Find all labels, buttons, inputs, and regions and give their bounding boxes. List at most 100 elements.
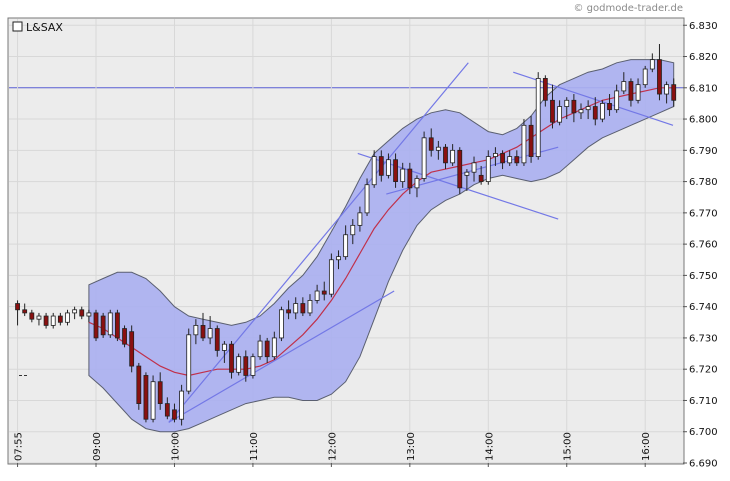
- candle-body: [664, 84, 669, 95]
- candle-body: [357, 212, 363, 226]
- candle: [72, 306, 78, 320]
- candle: [635, 78, 641, 104]
- candle: [364, 178, 370, 216]
- candle-body: [485, 156, 491, 182]
- candle-body: [607, 103, 612, 111]
- candle: [93, 309, 99, 342]
- candle: [649, 53, 655, 73]
- candle-body: [86, 312, 92, 317]
- candle: [478, 165, 484, 185]
- candle-body: [350, 224, 356, 236]
- candle: [407, 162, 413, 195]
- candle: [57, 312, 63, 326]
- candle-body: [400, 168, 406, 182]
- candle: [464, 169, 470, 191]
- candle: [257, 334, 263, 360]
- y-tick-label: 6.710: [689, 396, 718, 407]
- candle: [143, 372, 149, 423]
- candle-body: [250, 356, 256, 376]
- candle: [493, 147, 498, 166]
- candle: [150, 375, 156, 423]
- candle: [550, 84, 555, 129]
- candle-body: [300, 303, 306, 314]
- candle-body: [507, 156, 513, 164]
- x-tick-label: 09:00: [92, 432, 103, 461]
- candle: [229, 341, 234, 379]
- x-tick-label: 10:00: [170, 432, 181, 461]
- candle: [129, 325, 135, 373]
- y-tick-label: 6.750: [689, 271, 718, 282]
- candle: [435, 140, 441, 160]
- x-tick-label: 14:00: [484, 432, 495, 461]
- y-tick-label: 6.830: [689, 21, 718, 32]
- candle-body: [236, 356, 242, 373]
- candle-body: [143, 375, 149, 420]
- candle-body: [571, 99, 577, 114]
- candle: [578, 103, 584, 120]
- candle: [357, 206, 363, 232]
- candle: [343, 225, 349, 260]
- candle-body: [642, 68, 648, 86]
- candle-body: [307, 300, 313, 314]
- candle-body: [36, 315, 42, 320]
- legend: L&SAX: [12, 21, 63, 34]
- candle-body: [100, 315, 106, 336]
- candle-body: [471, 162, 477, 173]
- x-tick-label: 11:00: [249, 432, 260, 461]
- candle-body: [264, 340, 270, 358]
- candle: [207, 316, 213, 345]
- y-axis: 6.830 6.820 6.810 6.800 6.790 6.780 6.770 6.760…: [683, 21, 718, 470]
- candle: [286, 300, 291, 320]
- candle: [500, 150, 505, 170]
- candle: [528, 115, 534, 163]
- candle-body: [243, 356, 249, 376]
- candle: [350, 219, 356, 245]
- candle-body: [122, 328, 127, 345]
- candle-body: [79, 309, 85, 317]
- candle: [521, 119, 527, 166]
- candle-body: [557, 106, 563, 123]
- candle: [671, 78, 677, 107]
- candle-body: [107, 312, 113, 336]
- y-tick-label: 6.690: [689, 459, 718, 470]
- candle-body: [649, 59, 655, 70]
- candle: [421, 131, 427, 182]
- candle-body: [336, 256, 341, 261]
- candle: [107, 309, 113, 338]
- candle: [65, 309, 70, 326]
- candle-body: [550, 99, 555, 123]
- y-tick-label: 6.740: [689, 302, 718, 313]
- candle-body: [585, 106, 591, 111]
- candle-body: [393, 159, 398, 182]
- candle-body: [535, 78, 541, 157]
- trendline: [168, 290, 395, 423]
- candle: [115, 309, 120, 342]
- candle: [236, 353, 242, 376]
- candle: [264, 337, 270, 363]
- y-tick-label: 6.820: [689, 52, 718, 63]
- candle: [164, 397, 170, 420]
- x-tick-label: 12:00: [327, 432, 338, 461]
- candle: [443, 144, 448, 170]
- candle: [457, 147, 463, 195]
- candle-body: [514, 156, 520, 164]
- credit-text: © godmode-trader.de: [574, 3, 684, 14]
- candle: [614, 84, 620, 113]
- y-tick-label: 6.770: [689, 208, 718, 219]
- candle-body: [257, 340, 263, 358]
- candle: [628, 78, 634, 107]
- y-tick-label: 6.780: [689, 177, 718, 188]
- candle-body: [72, 309, 78, 314]
- candle: [414, 175, 420, 198]
- candle-body: [200, 325, 206, 339]
- candle-body: [93, 312, 99, 339]
- candle: [200, 312, 206, 342]
- candle: [279, 306, 284, 342]
- candle: [657, 44, 662, 101]
- candle-body: [314, 290, 320, 301]
- y-tick-label: 6.700: [689, 427, 718, 438]
- y-tick-label: 6.760: [689, 240, 718, 251]
- candle-body: [136, 365, 142, 404]
- candle: [371, 150, 377, 188]
